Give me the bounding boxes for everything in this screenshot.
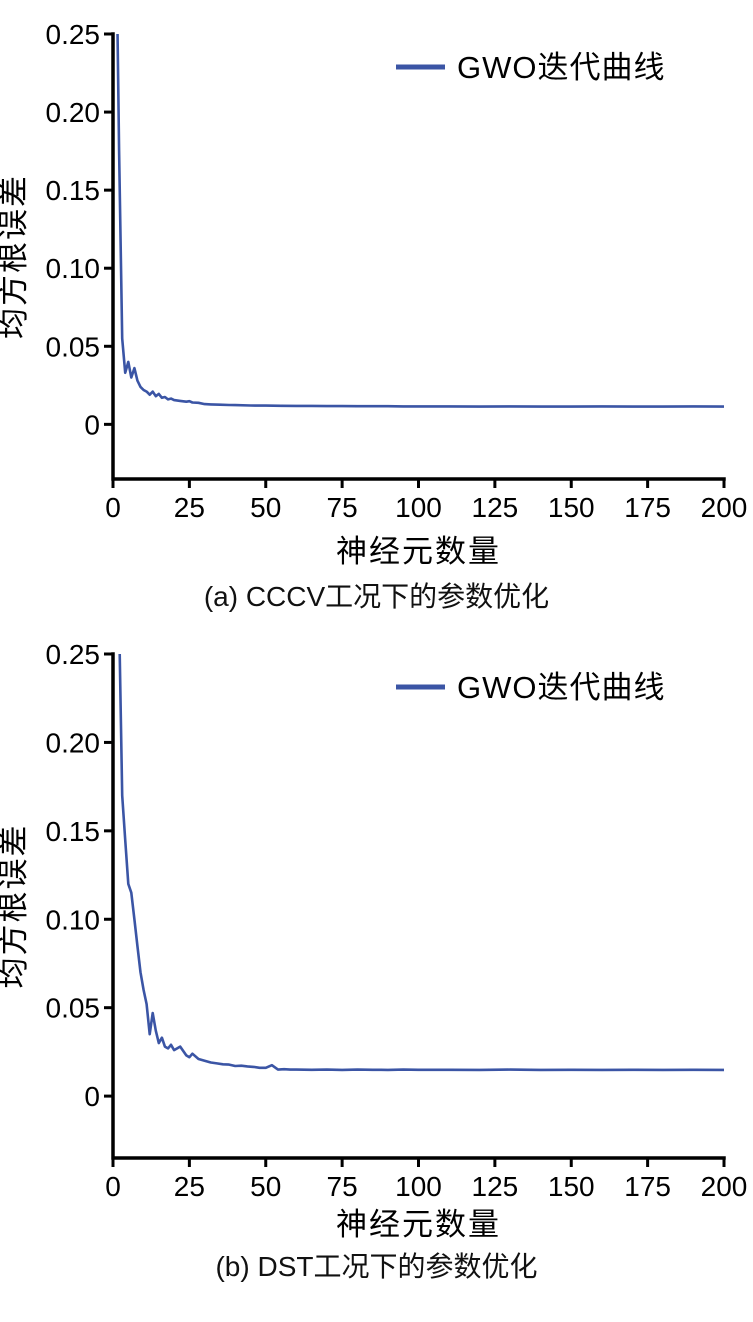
y-tick-label: 0: [84, 1081, 100, 1112]
x-tick-label: 100: [395, 492, 442, 523]
x-tick-label: 50: [250, 492, 281, 523]
x-tick-label: 200: [701, 492, 748, 523]
y-tick-label: 0.10: [46, 253, 101, 284]
gwo-curve: [118, 654, 724, 1072]
gwo-curve: [116, 34, 724, 408]
chart-a-caption: (a) CCCV工况下的参数优化: [203, 581, 550, 612]
y-tick-label: 0.05: [46, 331, 101, 362]
chart-b-canvas: 0 25 50 75 100 125 150 175 200 0 0.05 0.10 0.15 0.20 0…: [0, 639, 748, 1240]
legend-label: GWO迭代曲线: [457, 50, 666, 85]
x-tick-label: 0: [105, 492, 121, 523]
x-tick-label: 75: [327, 492, 358, 523]
x-tick-label: 100: [395, 1171, 442, 1202]
y-tick-label: 0.15: [46, 816, 101, 847]
chart-a-canvas: 0 25 50 75 100 125 150 175 200 0 0.05 0.10 0.15 0.20 0…: [0, 19, 748, 569]
y-tick-label: 0.25: [46, 19, 101, 50]
x-tick-label: 150: [548, 1171, 595, 1202]
y-tick-label: 0.15: [46, 175, 101, 206]
x-tick-label: 75: [327, 1171, 358, 1202]
x-axis-label: 神经元数量: [336, 1207, 501, 1240]
x-tick-label: 125: [472, 492, 519, 523]
x-tick-label: 175: [624, 1171, 671, 1202]
legend-label: GWO迭代曲线: [457, 670, 666, 705]
x-tick-label: 175: [624, 492, 671, 523]
x-axis-label: 神经元数量: [336, 534, 501, 569]
x-tick-label: 50: [250, 1171, 281, 1202]
axes-spines: [111, 32, 726, 481]
y-tick-label: 0.20: [46, 97, 101, 128]
chart-b-caption: (b) DST工况下的参数优化: [215, 1251, 538, 1282]
y-axis-label: 均方根误差: [0, 824, 31, 989]
x-tick-label: 200: [701, 1171, 748, 1202]
y-axis-label: 均方根误差: [0, 174, 31, 339]
y-tick-label: 0.05: [46, 993, 101, 1024]
chart-b-figure: 0 25 50 75 100 125 150 175 200 0 0.05 0.10 0.15 0.20 0…: [0, 638, 753, 1290]
x-tick-label: 25: [174, 492, 205, 523]
y-tick-label: 0.10: [46, 904, 101, 935]
x-tick-label: 0: [105, 1171, 121, 1202]
y-tick-label: 0: [84, 409, 100, 440]
chart-a-figure: 0 25 50 75 100 125 150 175 200 0 0.05 0.10 0.15 0.20 0…: [0, 4, 753, 620]
x-tick-label: 125: [472, 1171, 519, 1202]
x-tick-label: 25: [174, 1171, 205, 1202]
y-tick-label: 0.25: [46, 639, 101, 670]
y-tick-label: 0.20: [46, 727, 101, 758]
axes-spines: [111, 652, 726, 1160]
x-tick-label: 150: [548, 492, 595, 523]
